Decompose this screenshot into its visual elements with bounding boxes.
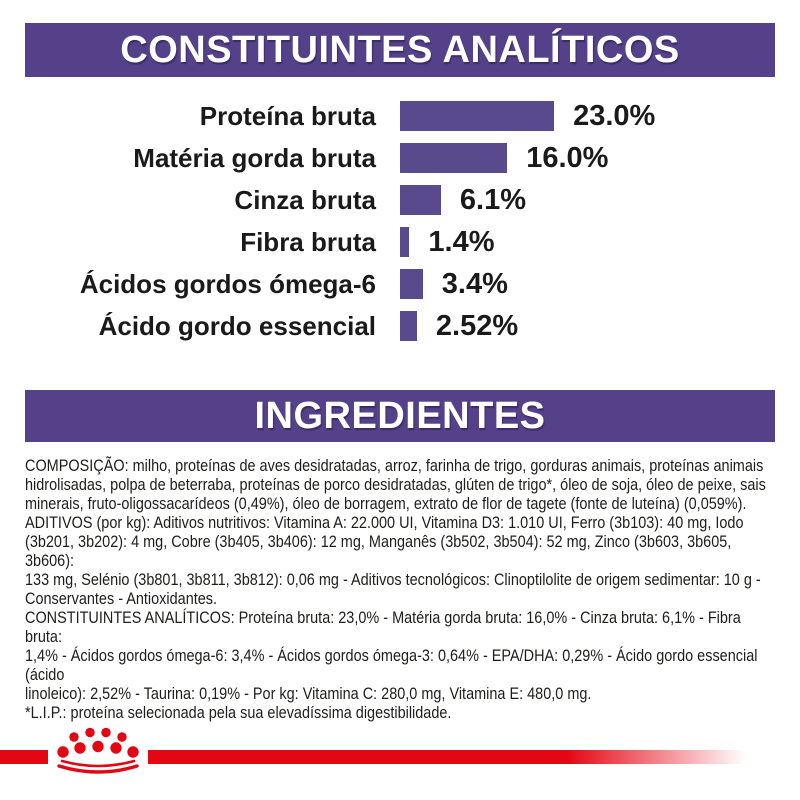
royal-canin-crown-logo (57, 727, 139, 774)
analytical-constituents-title: CONSTITUINTES ANALÍTICOS (120, 28, 680, 71)
chart-row: Cinza bruta 6.1% (0, 183, 800, 216)
chart-value-label: 1.4% (428, 225, 495, 258)
chart-bar (400, 269, 423, 299)
chart-row: Matéria gorda bruta 16.0% (0, 141, 800, 174)
chart-row: Ácido gordo essencial 2.52% (0, 309, 800, 342)
chart-value-label: 23.0% (573, 99, 656, 132)
red-accent-bar-right (148, 750, 746, 764)
lip-note: *L.I.P.: proteína selecionada pela sua e… (25, 704, 452, 722)
chart-value-label: 6.1% (459, 183, 526, 216)
ingredients-header: INGREDIENTES (25, 390, 775, 442)
chart-bar (400, 311, 417, 341)
analytical-bar-chart: Proteína bruta 23.0% Matéria gorda bruta… (0, 99, 800, 353)
red-accent-bar-left (0, 750, 48, 764)
chart-category-label: Matéria gorda bruta (133, 142, 376, 173)
chart-category-label: Proteína bruta (199, 100, 376, 131)
chart-bar (400, 227, 410, 257)
chart-category-label: Fibra bruta (240, 226, 376, 257)
chart-category-label: Ácido gordo essencial (98, 310, 376, 341)
analytical-constituents-header: CONSTITUINTES ANALÍTICOS (25, 23, 775, 77)
composition-paragraph: COMPOSIÇÃO: milho, proteínas de aves des… (25, 457, 766, 513)
ingredients-text-block: COMPOSIÇÃO: milho, proteínas de aves des… (25, 457, 775, 723)
analytical-paragraph: CONSTITUINTES ANALÍTICOS: Proteína bruta… (25, 609, 758, 703)
chart-category-label: Ácidos gordos ómega-6 (79, 268, 376, 299)
chart-category-label: Cinza bruta (234, 184, 376, 215)
chart-value-label: 16.0% (526, 141, 609, 174)
chart-value-label: 3.4% (441, 267, 508, 300)
ingredients-title: INGREDIENTES (254, 394, 546, 437)
chart-row: Proteína bruta 23.0% (0, 99, 800, 132)
chart-bar (400, 143, 508, 173)
chart-bar (400, 185, 441, 215)
chart-row: Fibra bruta 1.4% (0, 225, 800, 258)
chart-bar (400, 101, 555, 131)
additives-paragraph: ADITIVOS (por kg): Aditivos nutritivos: … (25, 514, 761, 608)
chart-value-label: 2.52% (435, 309, 519, 342)
chart-row: Ácidos gordos ómega-6 3.4% (0, 267, 800, 300)
